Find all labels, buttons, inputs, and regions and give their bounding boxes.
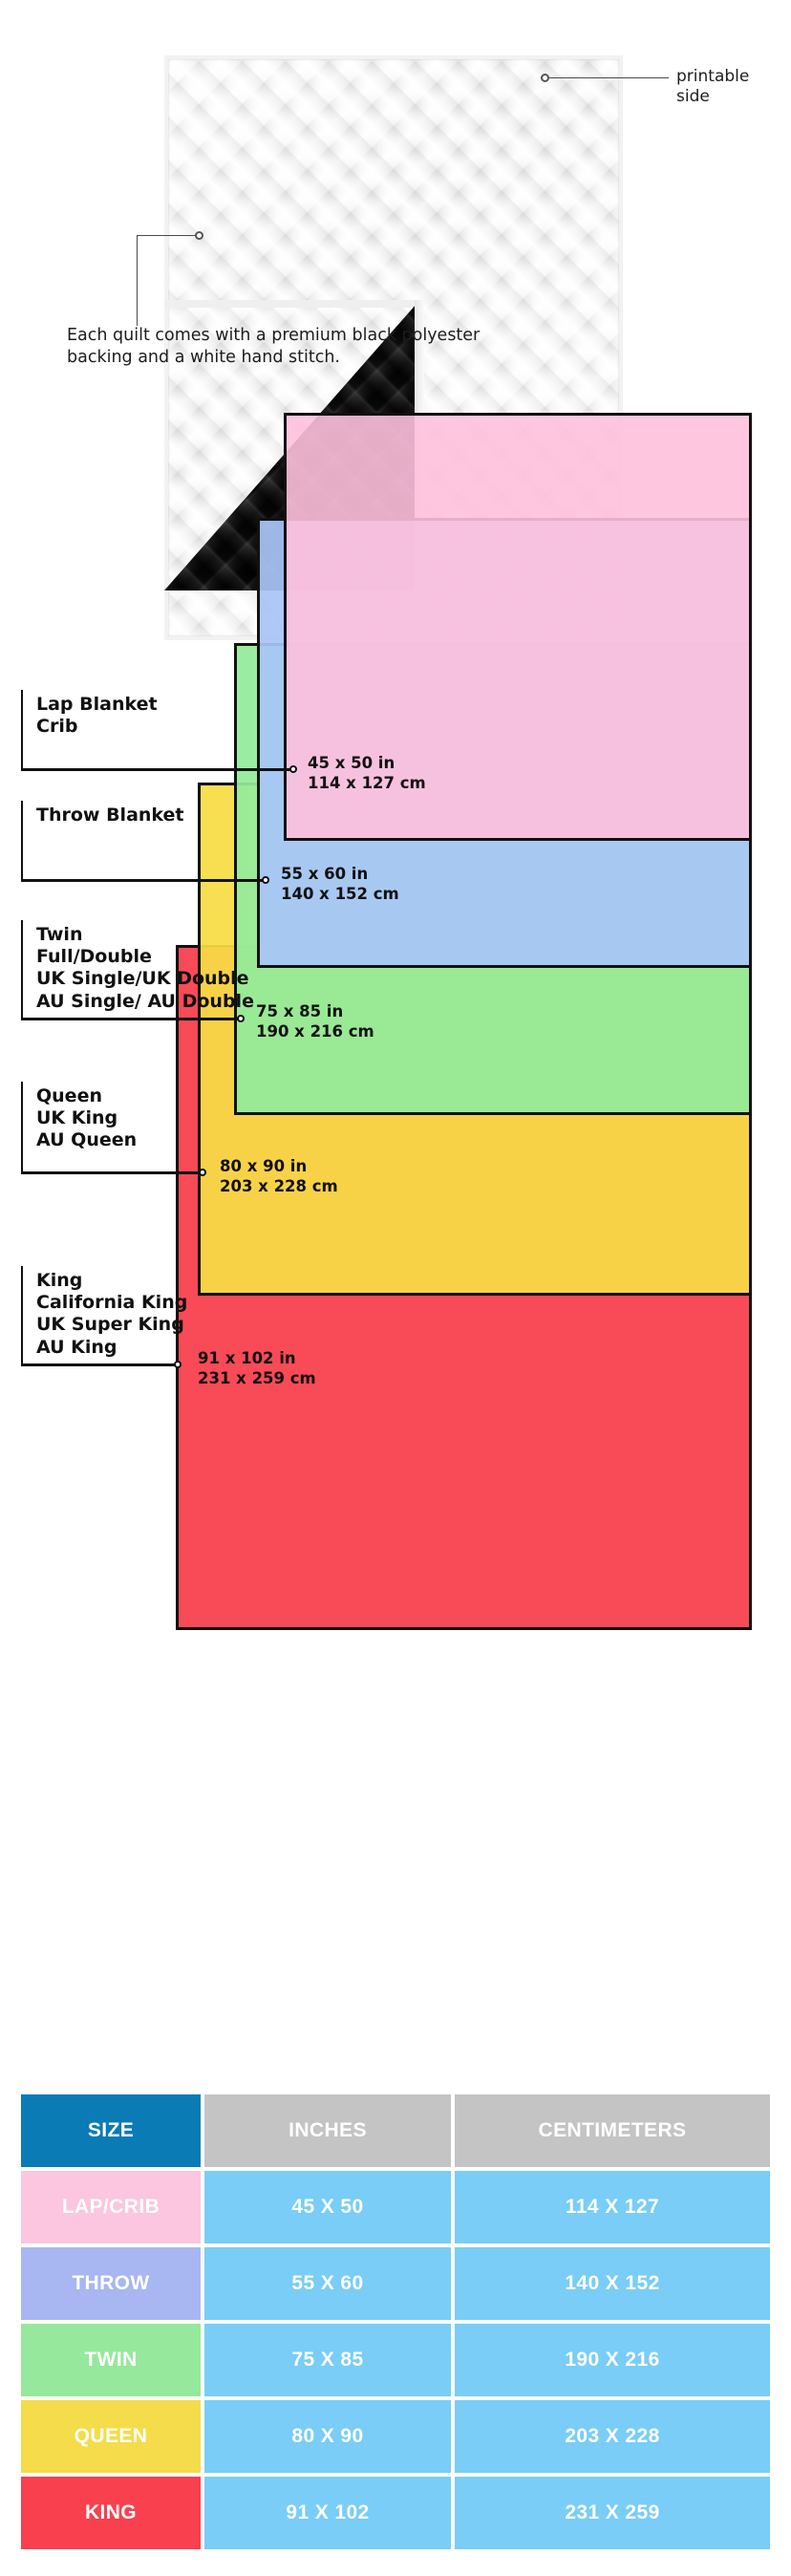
- table-cell-centimeters-lap-crib: 114 X 127: [455, 2171, 770, 2243]
- table-cell-centimeters-queen: 203 X 228: [455, 2400, 770, 2473]
- size-table: SIZE INCHES CENTIMETERS LAP/CRIB 45 X 50…: [21, 2094, 770, 2553]
- dim-lap-crib-cm: 114 x 127 cm: [308, 774, 426, 793]
- quilt-caption-line1: Each quilt comes with a premium black po…: [67, 326, 481, 345]
- backing-leader-vertical: [137, 235, 138, 326]
- label-twin-0: Twin: [36, 924, 83, 945]
- table-row: QUEEN 80 X 90 203 X 228: [21, 2400, 770, 2473]
- label-throw-lines: Throw Blanket: [36, 805, 184, 826]
- leader-queen: [21, 1172, 202, 1174]
- backing-leader-horizontal: [137, 235, 196, 236]
- leader-king: [21, 1364, 177, 1366]
- label-queen-1: UK King: [36, 1107, 118, 1129]
- dim-king-inches: 91 x 102 in: [198, 1349, 296, 1367]
- label-twin-2: UK Single/UK Double: [36, 968, 249, 990]
- table-cell-inches-queen: 80 X 90: [204, 2400, 451, 2473]
- quilt-fold-edge: [164, 300, 420, 308]
- label-queen-2: AU Queen: [36, 1129, 138, 1151]
- dim-lap-crib-inches: 45 x 50 in: [308, 754, 396, 772]
- label-twin-3: AU Single/ AU Double: [36, 990, 254, 1012]
- label-box-throw: Throw Blanket: [21, 801, 267, 881]
- label-lap-crib-1: Crib: [36, 716, 78, 738]
- label-box-king-frame: King California King UK Super King AU Ki…: [21, 1266, 187, 1365]
- table-row: LAP/CRIB 45 X 50 114 X 127: [21, 2171, 770, 2243]
- printable-side-label-line1: printable: [676, 67, 750, 86]
- printable-side-label-line2: side: [676, 87, 710, 107]
- label-king-1: California King: [36, 1292, 188, 1314]
- label-box-twin: Twin Full/Double UK Single/UK Double AU …: [21, 920, 254, 1020]
- label-king-lines: King California King UK Super King AU Ki…: [36, 1270, 187, 1359]
- dim-queen-inches: 80 x 90 in: [220, 1157, 308, 1175]
- dim-queen-cm: 203 x 228 cm: [220, 1177, 338, 1196]
- table-cell-size-queen: QUEEN: [21, 2400, 201, 2473]
- label-lap-crib-0: Lap Blanket: [36, 694, 158, 715]
- dim-text-lap-crib: 45 x 50 in 114 x 127 cm: [308, 753, 426, 794]
- pin-dot-lap-crib-icon: [289, 765, 297, 773]
- quilt-caption-line2: backing and a white hand stitch.: [67, 348, 340, 368]
- printable-leader-line: [549, 77, 669, 78]
- size-comparison-diagram: Lap Blanket Crib 45 x 50 in 114 x 127 cm…: [0, 413, 791, 2064]
- dim-throw-inches: 55 x 60 in: [281, 865, 369, 883]
- label-king-2: UK Super King: [36, 1314, 184, 1336]
- table-cell-inches-lap-crib: 45 X 50: [204, 2171, 451, 2243]
- leader-throw: [21, 880, 266, 882]
- table-cell-inches-twin: 75 X 85: [204, 2324, 451, 2396]
- pin-dot-twin-icon: [237, 1015, 245, 1022]
- table-header-centimeters: CENTIMETERS: [455, 2094, 770, 2167]
- label-lap-crib-lines: Lap Blanket Crib: [36, 694, 158, 738]
- pin-dot-king-icon: [174, 1361, 182, 1368]
- leader-twin: [21, 1019, 240, 1020]
- label-king-3: AU King: [36, 1336, 118, 1358]
- table-cell-size-king: KING: [21, 2477, 201, 2549]
- quilt-caption: Each quilt comes with a premium black po…: [67, 325, 736, 369]
- label-twin-1: Full/Double: [36, 946, 152, 968]
- dim-twin-cm: 190 x 216 cm: [256, 1022, 374, 1041]
- table-cell-inches-throw: 55 X 60: [204, 2247, 451, 2320]
- size-rect-lap-crib: [284, 413, 752, 841]
- label-queen-lines: Queen UK King AU Queen: [36, 1085, 137, 1152]
- pin-dot-queen-icon: [199, 1169, 206, 1176]
- backing-side-dot-icon: [195, 231, 203, 240]
- table-row: TWIN 75 X 85 190 X 216: [21, 2324, 770, 2396]
- label-queen-0: Queen: [36, 1085, 102, 1106]
- dim-text-throw: 55 x 60 in 140 x 152 cm: [281, 864, 399, 905]
- label-box-queen: Queen UK King AU Queen: [21, 1082, 203, 1173]
- table-cell-size-lap-crib: LAP/CRIB: [21, 2171, 201, 2243]
- pin-dot-throw-icon: [262, 876, 269, 884]
- table-header-inches: INCHES: [204, 2094, 451, 2167]
- label-throw-0: Throw Blanket: [36, 805, 184, 826]
- table-cell-centimeters-twin: 190 X 216: [455, 2324, 770, 2396]
- table-cell-inches-king: 91 X 102: [204, 2477, 451, 2549]
- table-cell-size-throw: THROW: [21, 2247, 201, 2320]
- printable-side-dot-icon: [541, 74, 549, 82]
- dim-text-twin: 75 x 85 in 190 x 216 cm: [256, 1001, 374, 1042]
- leader-lap-crib: [21, 769, 293, 771]
- table-row: KING 91 X 102 231 X 259: [21, 2477, 770, 2549]
- table-header-size: SIZE: [21, 2094, 201, 2167]
- printable-side-label: printable side: [676, 67, 749, 108]
- label-box-lap-crib: Lap Blanket Crib: [21, 690, 294, 770]
- label-twin-lines: Twin Full/Double UK Single/UK Double AU …: [36, 924, 254, 1013]
- table-header-row: SIZE INCHES CENTIMETERS: [21, 2094, 770, 2167]
- dim-king-cm: 231 x 259 cm: [198, 1369, 316, 1388]
- dim-throw-cm: 140 x 152 cm: [281, 885, 399, 904]
- table-cell-centimeters-throw: 140 X 152: [455, 2247, 770, 2320]
- table-row: THROW 55 X 60 140 X 152: [21, 2247, 770, 2320]
- dim-text-queen: 80 x 90 in 203 x 228 cm: [220, 1156, 338, 1197]
- table-cell-centimeters-king: 231 X 259: [455, 2477, 770, 2549]
- table-cell-size-twin: TWIN: [21, 2324, 201, 2396]
- label-king-0: King: [36, 1270, 83, 1291]
- dim-text-king: 91 x 102 in 231 x 259 cm: [198, 1348, 316, 1389]
- dim-twin-inches: 75 x 85 in: [256, 1002, 344, 1020]
